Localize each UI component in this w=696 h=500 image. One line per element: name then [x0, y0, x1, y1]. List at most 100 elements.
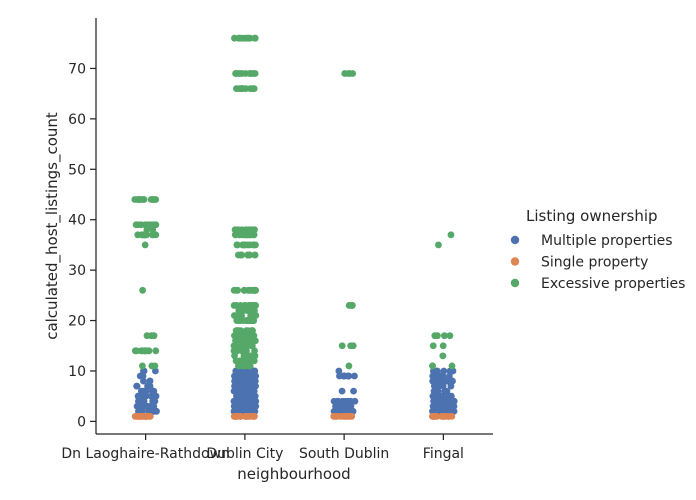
x-axis-label: neighbourhood: [237, 465, 350, 483]
data-point: [152, 231, 160, 239]
data-point: [241, 241, 249, 249]
data-point: [232, 327, 240, 335]
data-point: [431, 332, 439, 340]
data-point: [140, 196, 148, 203]
data-point: [250, 412, 257, 420]
data-point: [350, 387, 357, 395]
data-point: [247, 337, 255, 345]
data-point: [439, 342, 447, 350]
data-point: [435, 241, 442, 249]
data-point: [131, 347, 139, 355]
data-point: [243, 352, 251, 360]
data-point: [230, 397, 238, 405]
data-point: [148, 362, 156, 370]
legend: Listing ownership Multiple properties Sin…: [510, 207, 685, 292]
data-point: [344, 412, 352, 420]
y-axis-label: calculated_host_listings_count: [43, 112, 62, 340]
data-point: [244, 251, 252, 259]
data-point: [335, 367, 343, 375]
data-point: [236, 70, 244, 77]
data-point: [139, 362, 146, 370]
data-point: [438, 392, 445, 400]
data-point: [235, 367, 243, 375]
data-point: [338, 342, 346, 350]
data-point: [336, 372, 343, 380]
data-point: [345, 362, 353, 370]
data-point: [448, 362, 456, 370]
data-point: [140, 377, 147, 385]
data-point: [146, 377, 154, 385]
data-point: [429, 342, 437, 350]
data-point: [149, 387, 157, 395]
data-point: [252, 241, 259, 249]
data-point: [243, 342, 251, 350]
data-point: [447, 231, 455, 239]
y-tick-label: 10: [68, 364, 86, 380]
data-point: [440, 332, 448, 340]
y-ticks: 0 10 20 30 40 50 60 70: [68, 61, 96, 430]
data-point: [240, 337, 248, 345]
data-point: [243, 347, 250, 355]
data-point: [233, 241, 241, 249]
legend-marker: [510, 235, 520, 245]
data-point: [237, 307, 245, 314]
data-point: [440, 367, 448, 375]
data-point: [235, 85, 243, 92]
data-point: [248, 327, 256, 335]
data-point: [232, 337, 239, 345]
y-tick-label: 60: [68, 112, 86, 128]
data-point: [149, 221, 157, 229]
legend-marker: [510, 257, 520, 266]
data-point: [443, 377, 451, 385]
data-point: [250, 302, 257, 309]
data-point: [251, 34, 259, 42]
data-point: [334, 397, 341, 405]
data-point: [445, 412, 452, 420]
data-point: [250, 312, 258, 319]
data-point: [241, 34, 248, 42]
data-point: [233, 286, 240, 294]
y-tick-label: 40: [68, 213, 86, 229]
data-point: [152, 196, 160, 203]
data-point: [247, 226, 255, 234]
data-points: [131, 34, 458, 420]
legend-items: Multiple properties Single property Excess…: [510, 233, 685, 292]
data-point: [238, 251, 245, 259]
data-point: [349, 342, 357, 350]
data-point: [242, 85, 250, 92]
data-point: [138, 387, 145, 395]
data-point: [446, 372, 453, 380]
y-tick-label: 70: [68, 61, 86, 77]
data-point: [251, 251, 259, 259]
data-point: [338, 387, 346, 395]
data-point: [231, 34, 238, 42]
data-point: [152, 347, 160, 355]
data-point: [249, 286, 257, 294]
data-point: [234, 412, 242, 420]
data-point: [345, 372, 353, 380]
data-point: [232, 226, 240, 234]
data-point: [246, 70, 254, 77]
data-point: [139, 286, 147, 294]
legend-label: Multiple properties: [541, 233, 673, 249]
x-tick-label: Fingal: [423, 446, 464, 462]
data-point: [438, 412, 446, 420]
data-point: [137, 412, 145, 420]
data-point: [246, 317, 254, 324]
y-tick-label: 30: [68, 263, 86, 279]
data-point: [433, 367, 441, 375]
data-point: [152, 367, 159, 375]
data-point: [133, 382, 141, 390]
data-point: [345, 302, 353, 309]
data-point: [232, 231, 240, 239]
data-point: [430, 412, 438, 420]
data-point: [132, 221, 140, 229]
data-point: [446, 332, 454, 340]
data-point: [443, 387, 451, 395]
data-point: [346, 70, 354, 77]
x-tick-label: Dn Laoghaire-Rathdown: [61, 446, 230, 462]
data-point: [150, 332, 158, 340]
data-point: [141, 241, 149, 249]
